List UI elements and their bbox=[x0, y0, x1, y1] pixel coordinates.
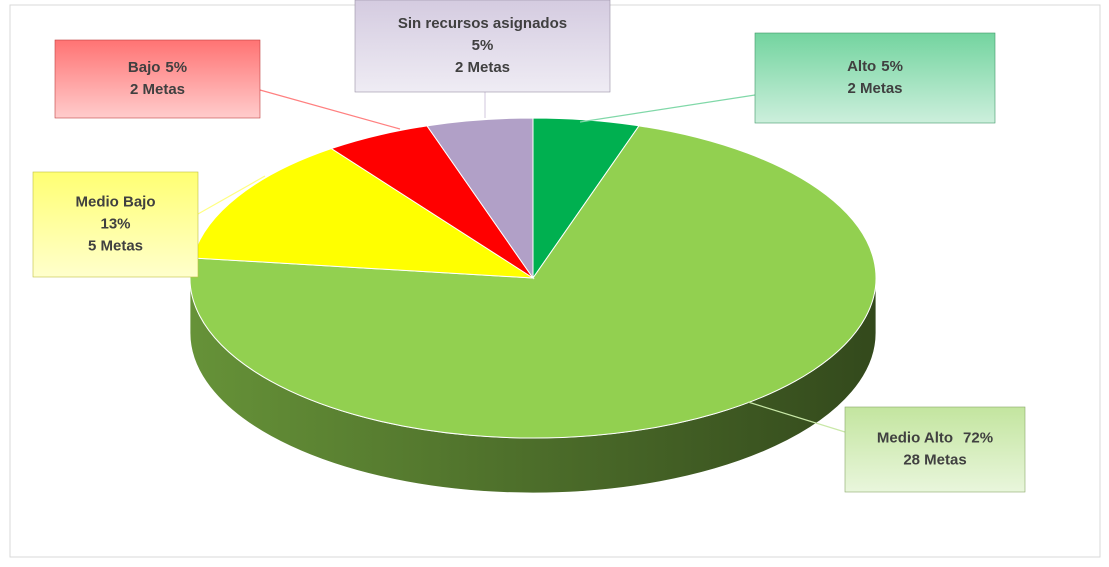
data-label: 5 Metas bbox=[88, 237, 143, 254]
data-label-part: 5% bbox=[165, 59, 187, 76]
data-label: 28 Metas bbox=[903, 451, 966, 468]
data-label-part: Alto bbox=[847, 58, 876, 75]
pie-slice bbox=[189, 125, 877, 439]
label-box bbox=[354, 0, 611, 93]
data-label: 5% bbox=[472, 37, 494, 54]
data-label: 2 Metas bbox=[455, 59, 510, 76]
pie-slice bbox=[426, 117, 534, 280]
data-label-part: Medio Bajo bbox=[75, 193, 155, 210]
data-label: Alto 5% bbox=[847, 58, 903, 75]
label-box bbox=[844, 406, 1026, 493]
label-box bbox=[32, 171, 199, 278]
data-label-part: 2 Metas bbox=[455, 59, 510, 76]
label-box bbox=[754, 32, 996, 124]
data-label: Sin recursos asignados bbox=[398, 15, 567, 32]
data-label-part: 13% bbox=[100, 215, 130, 232]
label-box bbox=[54, 39, 261, 119]
data-label-part: 5% bbox=[881, 58, 903, 75]
data-label-part: 2 Metas bbox=[847, 80, 902, 97]
data-label-part: 2 Metas bbox=[130, 81, 185, 98]
leader-line bbox=[579, 94, 756, 123]
data-label: 2 Metas bbox=[130, 81, 185, 98]
data-label-part: Medio Alto bbox=[877, 429, 953, 446]
data-label-part: 5 Metas bbox=[88, 237, 143, 254]
data-label-part: 28 Metas bbox=[903, 451, 966, 468]
leader-line bbox=[197, 175, 266, 215]
data-label: 13% bbox=[100, 215, 130, 232]
data-label: Medio Bajo bbox=[75, 193, 155, 210]
data-label: 2 Metas bbox=[847, 80, 902, 97]
data-label-part: 72% bbox=[963, 429, 993, 446]
leader-line bbox=[259, 89, 401, 130]
data-label-part: Sin recursos asignados bbox=[398, 15, 567, 32]
data-label: Medio Alto 72% bbox=[877, 429, 993, 446]
leader-line bbox=[747, 401, 846, 433]
data-label-part: Bajo bbox=[128, 59, 161, 76]
data-label-part: 5% bbox=[472, 37, 494, 54]
data-label: Bajo 5% bbox=[128, 59, 187, 76]
